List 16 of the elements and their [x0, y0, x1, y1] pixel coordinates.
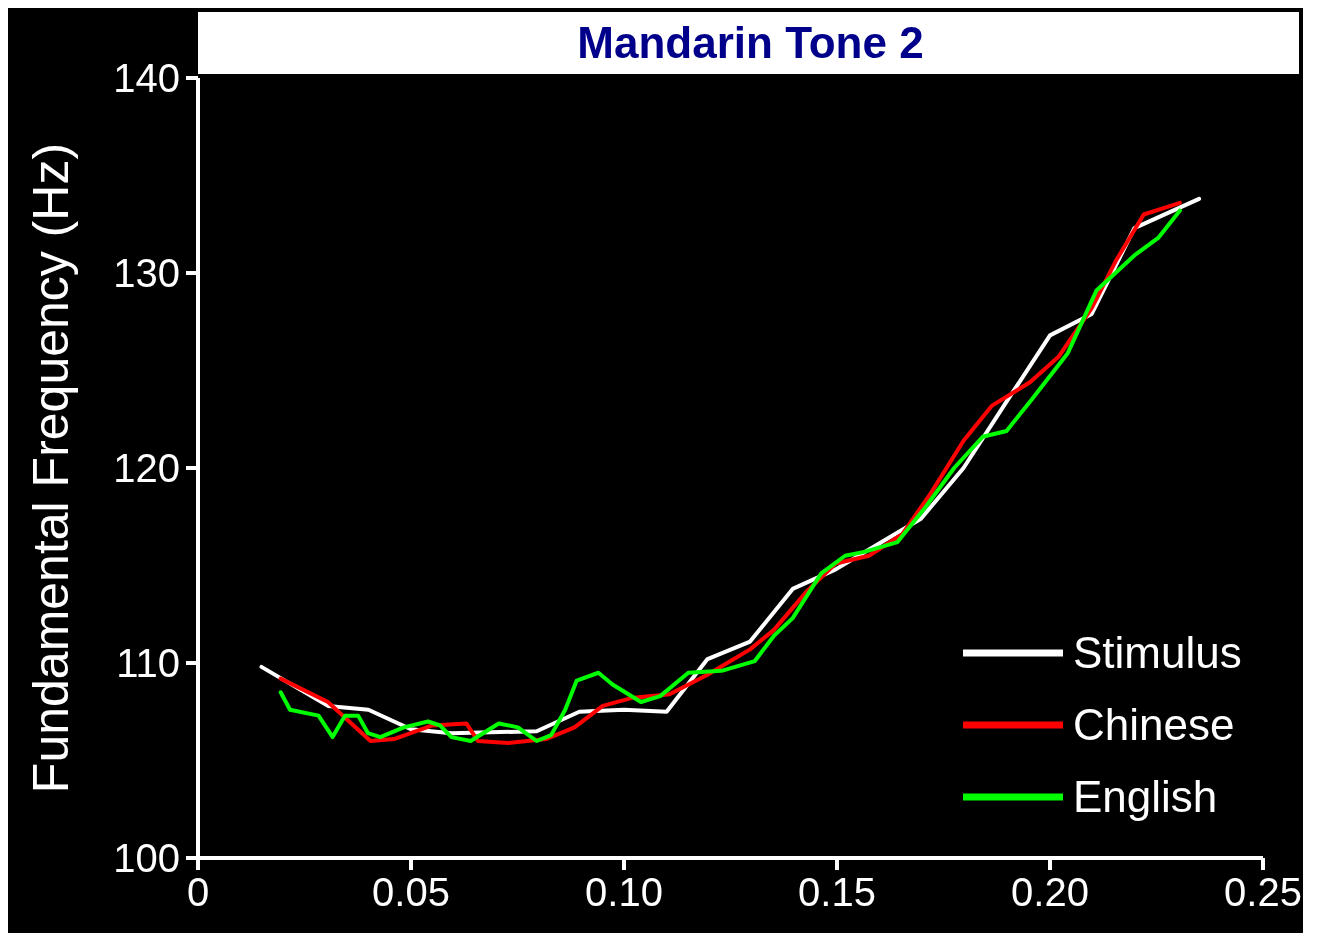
y-tick-label: 110	[116, 641, 180, 685]
x-tick-label: 0.05	[372, 870, 450, 914]
y-axis-title: Fundamental Frequency (Hz)	[23, 142, 79, 794]
legend-label: Stimulus	[1073, 628, 1242, 678]
x-tick-label: 0.25	[1224, 870, 1302, 914]
chart-title: Mandarin Tone 2	[577, 18, 924, 68]
x-tick-label: 0.10	[585, 870, 663, 914]
y-tick-label: 130	[113, 251, 180, 295]
legend-label: English	[1073, 772, 1218, 822]
y-tick-label: 100	[113, 836, 180, 880]
x-tick-label: 0	[186, 870, 210, 914]
x-tick-label: 0.20	[1011, 870, 1089, 914]
y-tick-label: 120	[113, 446, 180, 490]
y-tick-label: 140	[113, 56, 180, 100]
x-tick-label: 0.15	[798, 870, 876, 914]
legend-label: Chinese	[1073, 700, 1235, 750]
